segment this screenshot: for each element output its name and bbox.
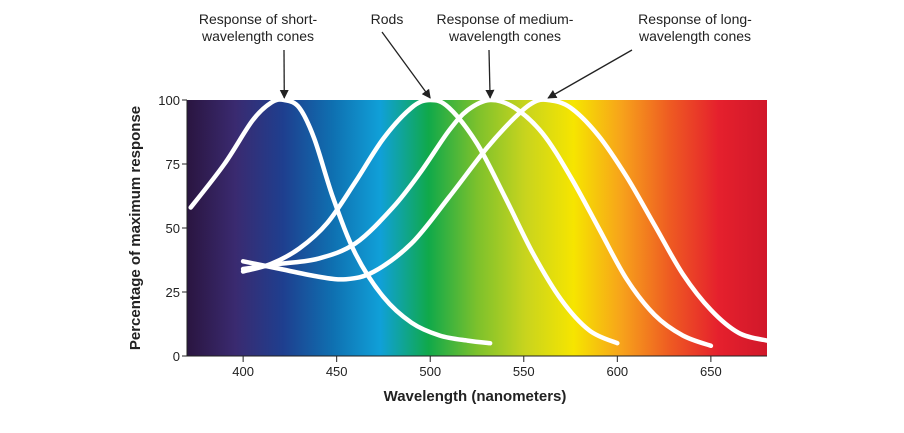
y-axis-label: Percentage of maximum response (127, 106, 144, 350)
x-tick-label: 500 (419, 364, 441, 379)
x-tick-label: 400 (232, 364, 254, 379)
annotations: Response of short-wavelength cones Rods Re… (199, 11, 752, 98)
annotation-rods: Rods (371, 11, 431, 98)
y-tick-label: 25 (166, 285, 180, 300)
annotation-label: Rods (371, 11, 404, 27)
annotation-medium: Response of medium-wavelength cones (437, 11, 574, 98)
y-tick-label: 0 (173, 349, 180, 364)
annotation-arrow (548, 50, 632, 98)
annotation-arrow (489, 50, 490, 98)
x-tick-label: 550 (513, 364, 535, 379)
annotation-label: Response of long- (638, 11, 752, 27)
annotation-label: wavelength cones (448, 28, 561, 44)
annotation-label: Response of medium- (437, 11, 574, 27)
annotation-short: Response of short-wavelength cones (199, 11, 318, 98)
y-tick-label: 75 (166, 157, 180, 172)
y-tick-label: 50 (166, 221, 180, 236)
spectrum-background (187, 100, 767, 356)
annotation-label: wavelength cones (638, 28, 751, 44)
annotation-label: wavelength cones (201, 28, 314, 44)
annotation-arrow (382, 32, 430, 98)
x-tick-label: 600 (606, 364, 628, 379)
y-tick-label: 100 (158, 93, 180, 108)
x-tick-label: 650 (700, 364, 722, 379)
x-axis-label: Wavelength (nanometers) (384, 388, 567, 405)
annotation-long: Response of long-wavelength cones (548, 11, 752, 98)
annotation-label: Response of short- (199, 11, 318, 27)
x-tick-label: 450 (326, 364, 348, 379)
